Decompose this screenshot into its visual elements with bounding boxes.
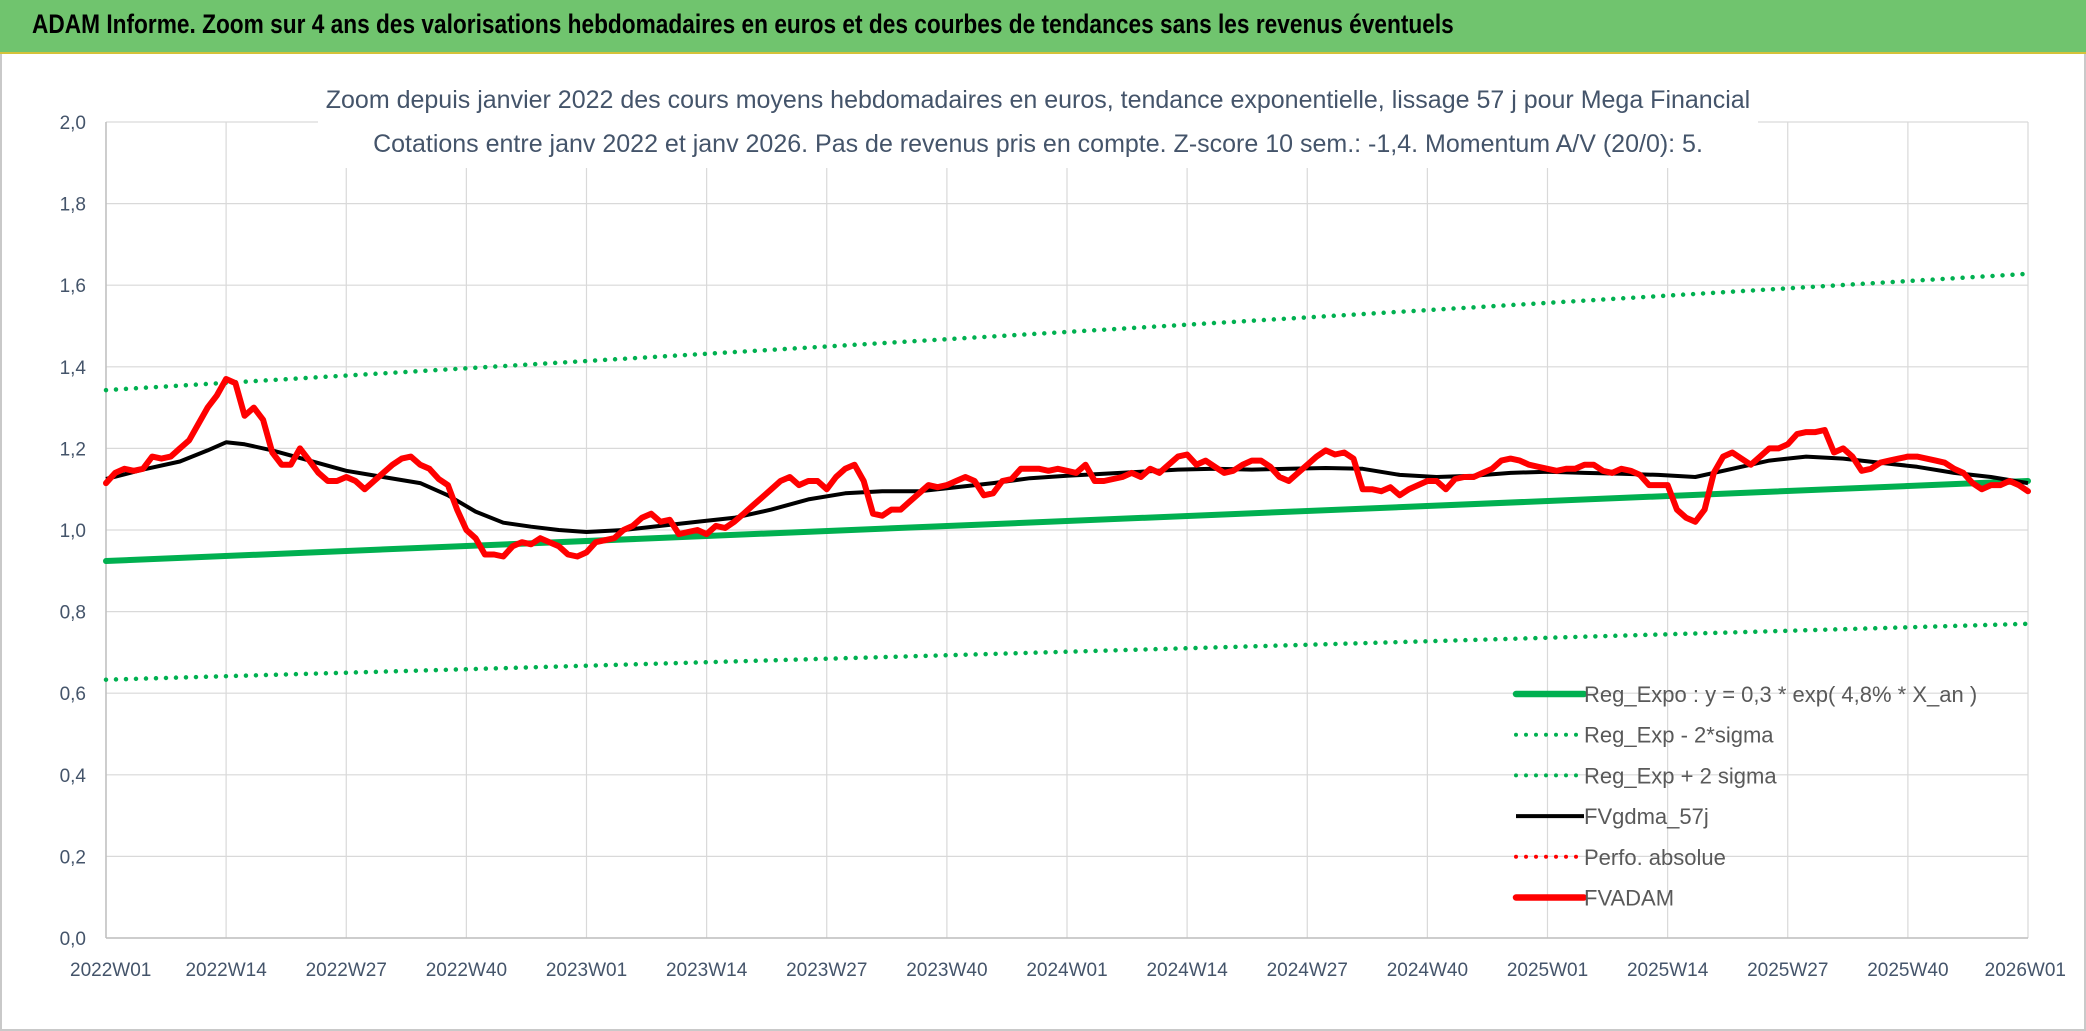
chart-title-line2: Cotations entre janv 2022 et janv 2026. …: [373, 130, 1703, 158]
x-tick-label: 2025W40: [1867, 960, 1948, 981]
x-tick-label: 2025W27: [1747, 960, 1828, 981]
series-line-1: [103, 621, 2031, 682]
legend-label-4: Perfo. absolue: [1584, 845, 1726, 870]
x-tick-label: 2022W40: [426, 960, 507, 981]
series-line-5: [103, 376, 2031, 560]
report-banner: ADAM Informe. Zoom sur 4 ans des valoris…: [0, 0, 2086, 54]
y-tick-label: 2,0: [60, 113, 86, 134]
x-tick-label: 2024W01: [1026, 960, 1107, 981]
x-tick-label: 2024W27: [1267, 960, 1348, 981]
x-tick-label: 2023W01: [546, 960, 627, 981]
x-tick-label: 2022W27: [306, 960, 387, 981]
x-tick-label: 2023W40: [906, 960, 987, 981]
x-tick-label: 2026W01: [1985, 960, 2066, 981]
y-tick-label: 1,0: [60, 521, 86, 542]
x-tick-label: 2025W14: [1627, 960, 1709, 981]
legend-label-5: FVADAM: [1584, 886, 1674, 911]
chart-title-line1: Zoom depuis janvier 2022 des cours moyen…: [326, 86, 1750, 114]
legend-label-2: Reg_Exp + 2 sigma: [1584, 763, 1777, 788]
x-tick-label: 2023W27: [786, 960, 867, 981]
y-tick-label: 0,8: [60, 603, 86, 624]
x-tick-label: 2022W01: [70, 960, 151, 981]
series-line-2: [103, 271, 2031, 393]
y-tick-label: 0,2: [60, 847, 86, 868]
banner-title: ADAM Informe. Zoom sur 4 ans des valoris…: [32, 9, 1454, 39]
y-tick-label: 1,8: [60, 195, 86, 216]
chart-title: Zoom depuis janvier 2022 des cours moyen…: [318, 76, 1758, 168]
y-tick-label: 1,6: [60, 276, 86, 297]
grid-lines: [105, 121, 2029, 939]
legend-label-1: Reg_Exp - 2*sigma: [1584, 723, 1774, 748]
series-lines: [103, 271, 2031, 682]
legend-label-0: Reg_Expo : y = 0,3 * exp( 4,8% * X_an ): [1584, 682, 1977, 707]
y-tick-label: 1,4: [60, 358, 87, 379]
x-tick-label: 2024W40: [1387, 960, 1468, 981]
x-tick-label: 2022W14: [185, 960, 267, 981]
y-tick-label: 1,2: [60, 439, 86, 460]
x-tick-label: 2024W14: [1146, 960, 1228, 981]
y-tick-label: 0,0: [60, 929, 86, 950]
x-tick-label: 2025W01: [1507, 960, 1588, 981]
legend-label-3: FVgdma_57j: [1584, 804, 1709, 829]
x-tick-label: 2023W14: [666, 960, 748, 981]
y-tick-label: 0,6: [60, 684, 86, 705]
y-tick-label: 0,4: [60, 766, 87, 787]
axes: 0,0 0,2 0,4 0,6 0,8 1,0 1,2 1,4 1,6 1,8 2,0 2022W01…: [60, 113, 2066, 981]
chart-legend: Reg_Expo : y = 0,3 * exp( 4,8% * X_an ) R…: [1512, 682, 1977, 911]
